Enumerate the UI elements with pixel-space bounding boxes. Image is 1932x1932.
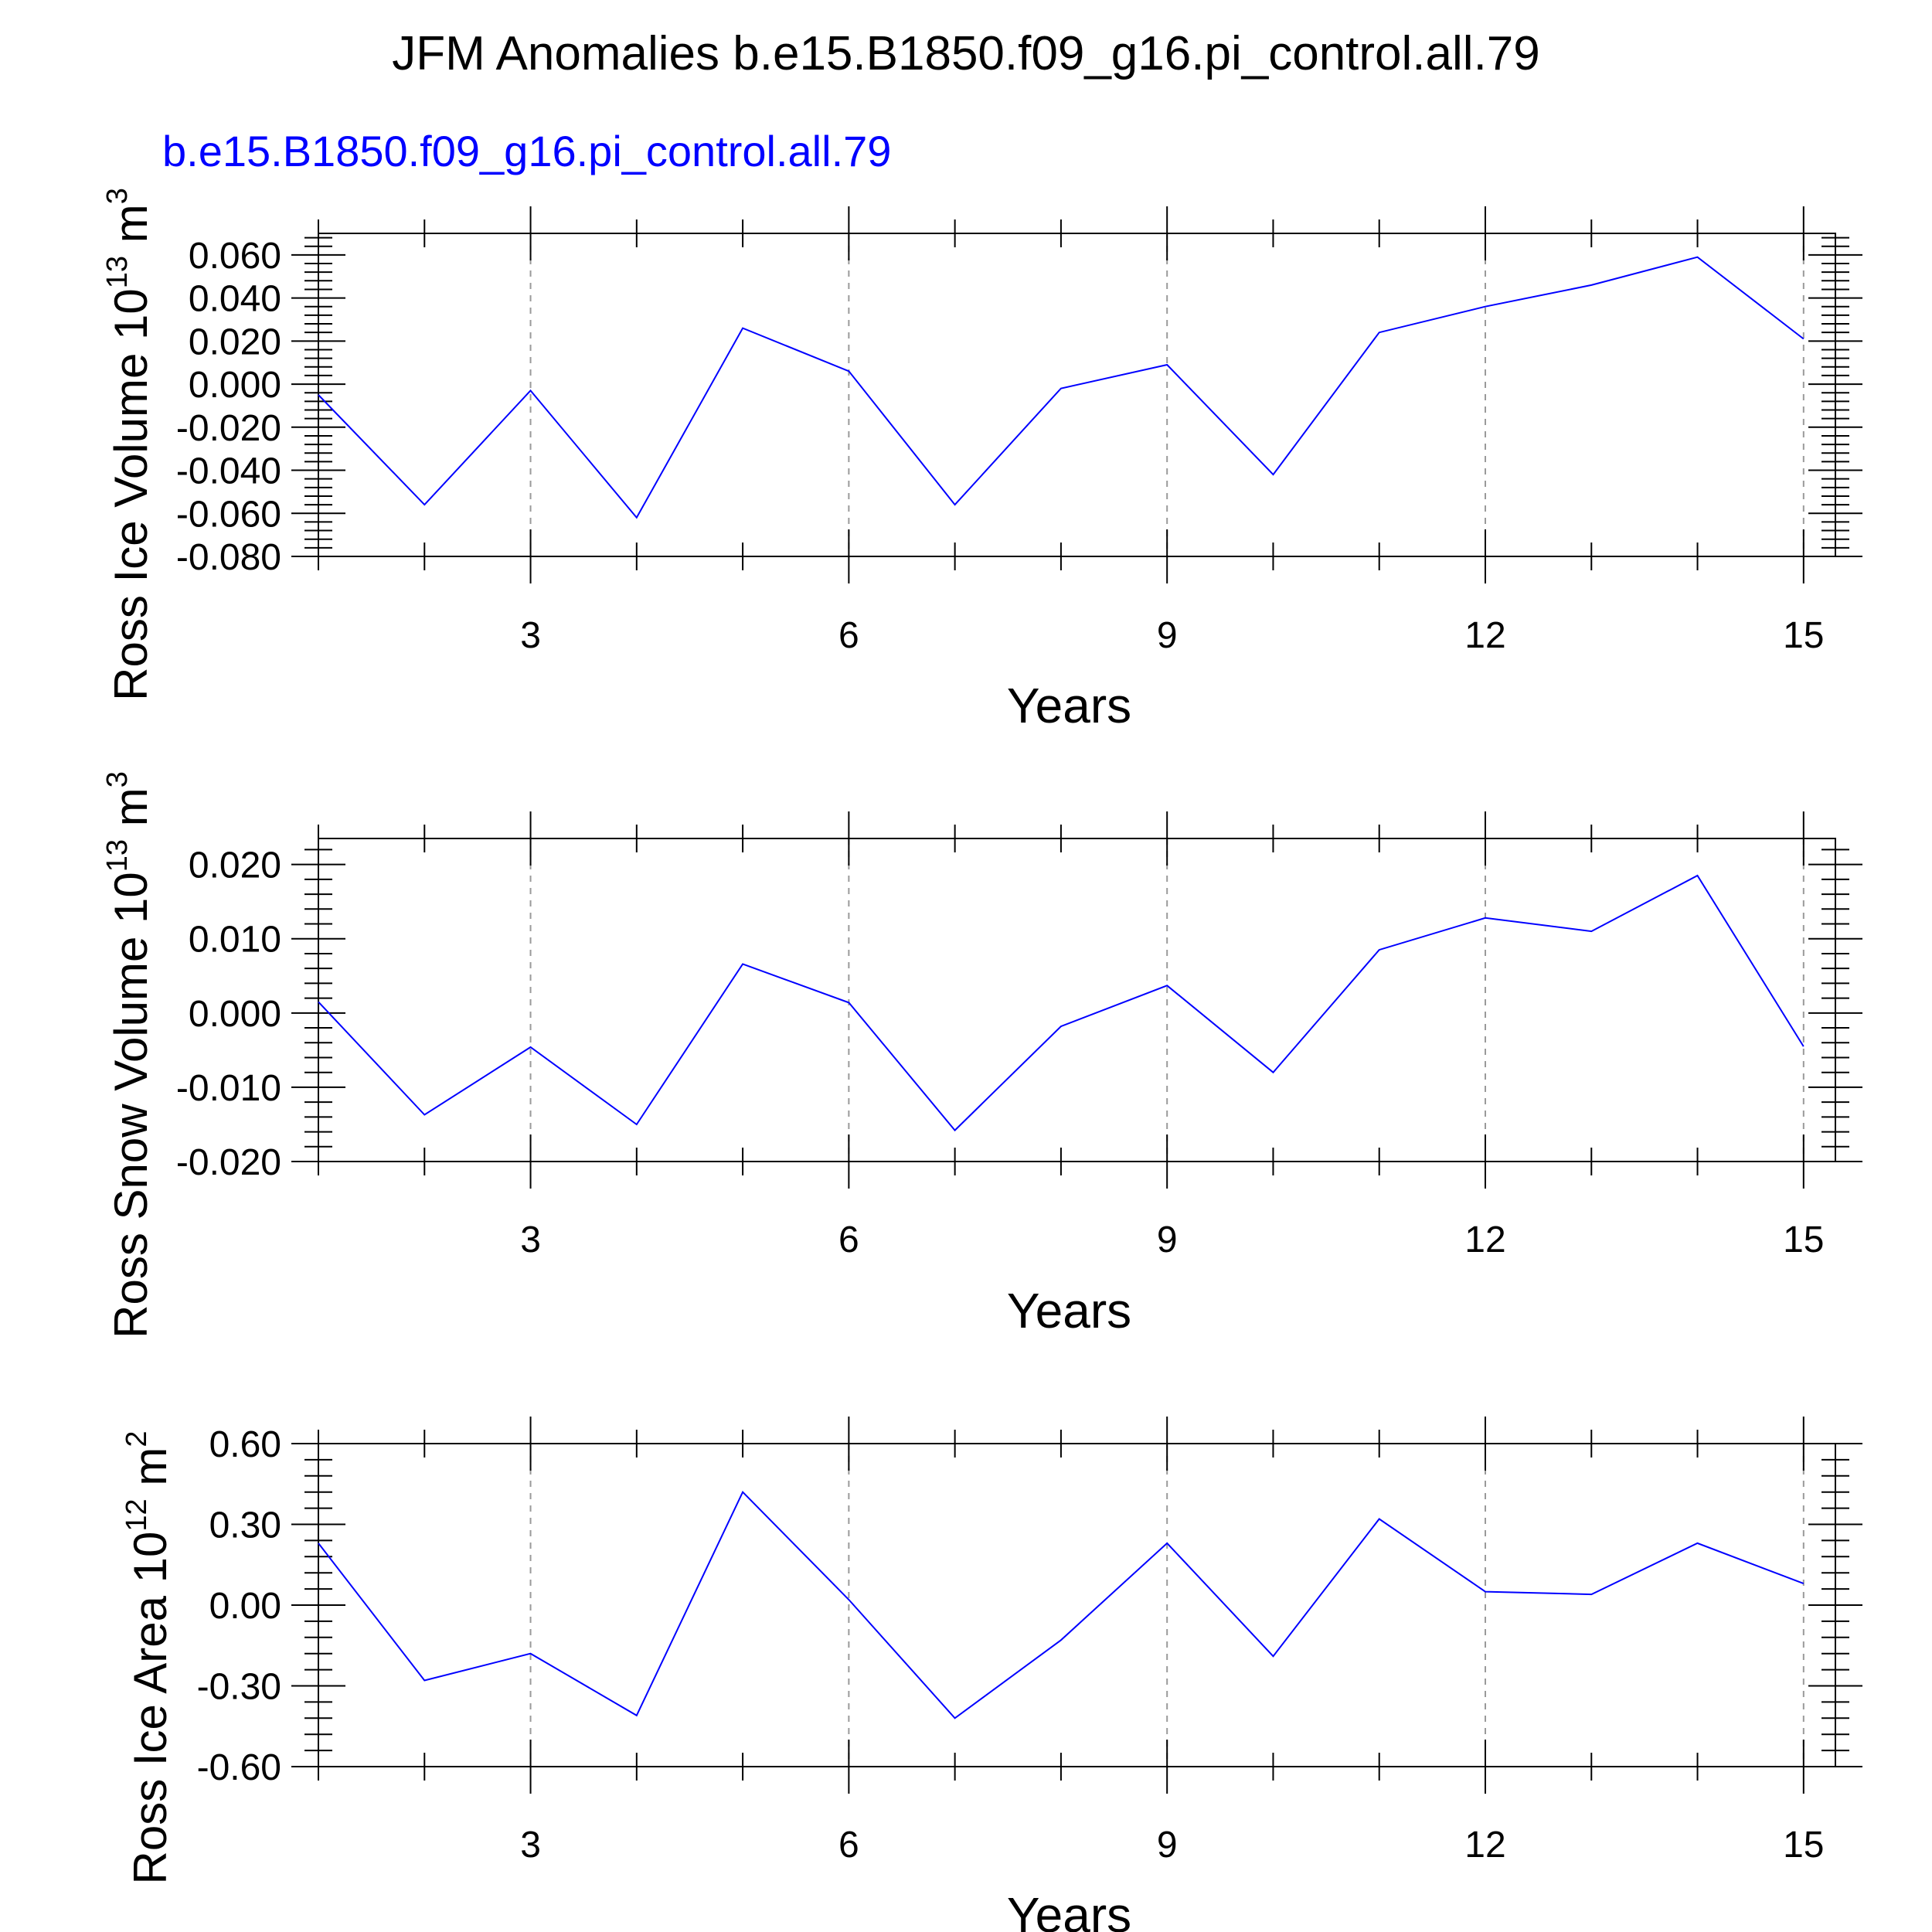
series-line [318,1490,1804,1719]
x-axis-label: Years [1007,678,1131,733]
series-line [318,874,1804,1132]
x-tick-label: 3 [520,615,541,656]
y-label-exponent: 13 [101,256,134,288]
x-axis-label: Years [1007,1283,1131,1338]
y-tick-label: 0.060 [189,236,281,277]
y-tick-label: 0.00 [209,1586,281,1627]
y-label-exponent: 12 [121,1498,153,1531]
y-tick-label: 0.020 [189,321,281,362]
x-tick-label: 6 [838,1219,859,1260]
x-tick-label: 6 [838,1825,859,1866]
chart-panel-3: 3 6 9 12 15 -0.60 -0.30 0.00 0.30 0.60 Years Ross I… [121,1417,1862,1932]
y-label-text: Ross Snow Volume 10 [105,872,157,1338]
chart-panel-1: 3 6 9 12 15 -0.080-0.060-0.040-0.0200.0000.02… [101,188,1862,733]
y-label-exponent: 3 [101,771,134,787]
y-label-exponent: 2 [121,1431,153,1447]
x-tick-label: 3 [520,1219,541,1260]
y-tick-label: -0.040 [176,451,281,492]
y-label-exponent: 3 [101,188,134,204]
y-tick-label: 0.60 [209,1424,281,1465]
y-tick-label: -0.30 [197,1667,281,1708]
plot-frame [318,1443,1836,1767]
y-label-text: Ross Ice Area 10 [124,1532,176,1885]
y-tick-label: -0.60 [197,1747,281,1788]
y-label-text: m [105,787,157,839]
chart-panel-2: 3 6 9 12 15 -0.020 -0.010 0.000 0.010 0.020 Years R… [101,771,1862,1338]
y-tick-label: 0.30 [209,1505,281,1546]
y-tick-label: 0.010 [189,920,281,961]
plot-frame [318,233,1836,557]
x-tick-label: 15 [1783,615,1824,656]
series-line [318,256,1804,519]
x-tick-label: 9 [1157,615,1178,656]
x-tick-label: 9 [1157,1219,1178,1260]
x-axis-label: Years [1007,1887,1131,1932]
y-label-text: Ross Ice Volume 10 [105,288,157,701]
chart-panels: 3 6 9 12 15-0.080-0.060-0.040-0.0200.0000.02… [101,188,1862,1932]
y-tick-label: -0.020 [176,408,281,449]
y-label-text: m [105,204,157,256]
y-tick-label: 0.000 [189,994,281,1035]
y-axis-label: Ross Ice Area 1012 m2 [121,1431,176,1885]
y-tick-label: -0.080 [176,537,281,578]
y-tick-label: -0.010 [176,1068,281,1109]
x-tick-label: 3 [520,1825,541,1866]
x-tick-label: 12 [1464,615,1505,656]
y-tick-label: 0.000 [189,365,281,406]
y-axis-label: Ross Snow Volume 1013 m3 [101,771,157,1338]
y-label-exponent: 13 [101,839,134,872]
series-name-label: b.e15.B1850.f09_g16.pi_control.all.79 [162,127,891,175]
y-tick-label: 0.020 [189,845,281,886]
plot-frame [318,838,1836,1162]
x-tick-label: 15 [1783,1219,1824,1260]
y-axis-label: Ross Ice Volume 1013 m3 [101,188,157,701]
x-tick-label: 12 [1464,1219,1505,1260]
x-tick-label: 9 [1157,1825,1178,1866]
x-tick-label: 6 [838,615,859,656]
x-tick-label: 15 [1783,1825,1824,1866]
y-tick-label: 0.040 [189,279,281,320]
y-label-text: m [124,1447,176,1499]
y-tick-label: -0.020 [176,1142,281,1183]
x-tick-label: 12 [1464,1825,1505,1866]
figure-title: JFM Anomalies b.e15.B1850.f09_g16.pi_con… [392,27,1540,80]
y-tick-label: -0.060 [176,494,281,535]
